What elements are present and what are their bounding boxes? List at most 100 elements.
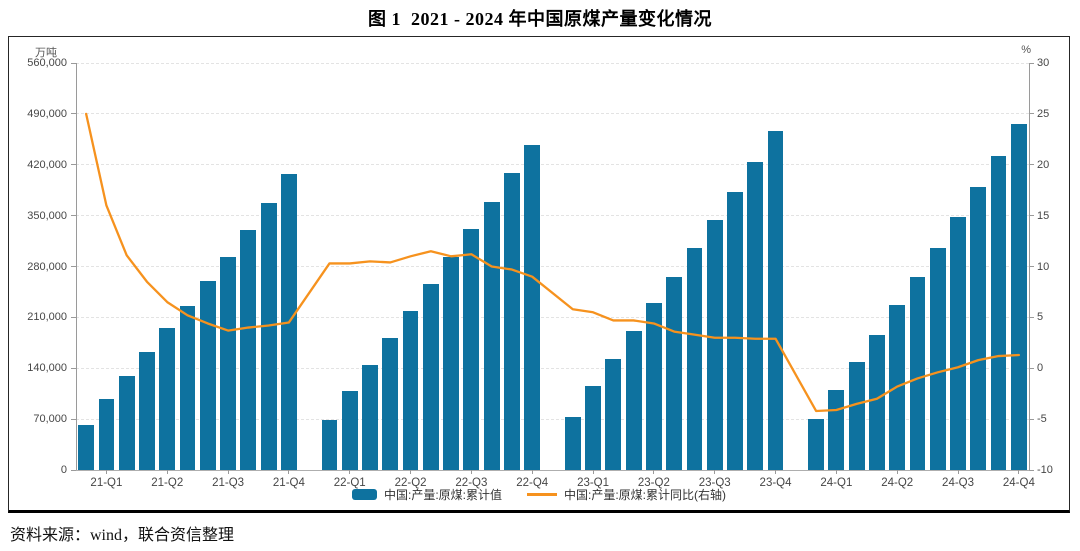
x-axis-tick-label: 23-Q4 [759,477,792,489]
left-axis-tick [71,164,76,166]
x-axis-tick-label: 22-Q4 [516,477,549,489]
right-axis-tick-label: 5 [1037,311,1044,324]
right-axis-tick [1029,215,1034,217]
left-axis-tick [71,62,76,64]
bar [443,256,460,470]
bar [483,202,500,470]
right-axis-tick-label: -5 [1037,413,1047,426]
bar [78,425,95,470]
bar [747,161,764,470]
x-axis-tick [166,470,168,474]
bar [118,376,135,470]
gridline [76,266,1029,267]
x-axis-tick-label: 24-Q3 [942,477,975,489]
left-axis-tick [71,215,76,217]
x-axis-tick [835,470,837,474]
bar [220,257,236,470]
x-axis-tick-label: 21-Q3 [212,477,245,489]
left-axis-tick-label: 70,000 [33,413,67,426]
left-axis-unit: 万吨 [35,47,57,59]
bar [1010,124,1027,470]
right-axis-tick [1029,164,1034,166]
bar [504,172,520,470]
x-axis-tick-label: 23-Q1 [577,477,610,489]
figure-title: 图 1 2021 - 2024 年中国原煤产量变化情况 [368,9,712,29]
x-axis-tick [531,470,533,474]
left-axis-tick-label: 280,000 [27,260,67,273]
x-axis-tick [349,470,351,474]
bar [808,418,824,470]
bar [990,156,1007,470]
bar [139,352,155,470]
bar [929,248,946,470]
bar [585,386,601,470]
x-axis-tick-label: 22-Q1 [333,477,366,489]
bar [199,281,216,470]
right-axis-line [1028,63,1030,470]
bar [625,331,642,470]
right-axis-tick-label: 15 [1037,209,1050,222]
x-axis-tick-label: 24-Q1 [820,477,853,489]
bar [159,328,176,470]
right-axis-unit: % [1021,44,1031,56]
x-axis-tick-label: 24-Q4 [1002,477,1035,489]
bar [321,420,338,470]
left-axis-tick [71,316,76,318]
bar [362,364,378,470]
right-axis-tick [1029,316,1034,318]
x-axis-tick [896,470,898,474]
bar [179,305,196,470]
left-axis-tick [71,418,76,420]
gridline [76,418,1029,420]
x-axis-tick [1018,470,1020,474]
right-axis-tick [1029,62,1034,64]
plot-area: 0 70,000 140,000 210,000 280,000 350,000 420,0… [27,57,1053,489]
x-axis-tick-label: 22-Q3 [455,477,488,489]
bar [666,276,683,470]
x-axis-tick-label: 21-Q4 [272,477,305,489]
left-axis-tick [71,266,76,267]
bar [463,228,480,470]
legend-line-swatch-icon [527,493,557,496]
bar [605,359,622,470]
gridline [76,367,1029,369]
x-axis-tick [105,470,107,474]
x-axis-tick [288,470,290,474]
x-axis-tick [653,470,655,474]
legend-line-label: 中国:产量:原煤:累计同比(右轴) [564,488,726,502]
gridline [76,215,1029,217]
right-axis-tick-label: 25 [1037,107,1050,120]
x-axis-tick [957,470,959,474]
gridline [76,316,1029,318]
right-axis-tick-label: 10 [1037,260,1050,273]
right-axis-tick [1029,266,1034,267]
bar [240,230,257,470]
left-axis-tick-label: 140,000 [27,362,67,375]
left-axis-tick [71,367,76,369]
x-axis-tick-label: 24-Q2 [881,477,914,489]
bar [98,399,115,470]
x-axis-tick [410,470,412,474]
bar [889,305,906,470]
gridline [76,164,1029,166]
x-axis-tick [592,470,594,474]
bar [281,174,297,470]
chart-container: 万吨 % 0 70,000 140,000 210,000 280,000 350,000… [8,36,1070,513]
x-axis-tick [714,470,716,474]
bar [706,220,723,470]
bar [341,391,358,470]
x-axis-tick [775,470,777,474]
bar [382,337,399,470]
gridline [76,62,1029,64]
left-axis-tick-label: 560,000 [27,57,67,69]
bar [686,248,703,470]
gridline [76,113,1029,115]
bar [909,276,926,470]
left-axis-tick-label: 0 [60,464,67,476]
x-axis-tick-label: 21-Q2 [151,477,184,489]
bar [848,362,865,470]
bar [727,191,743,470]
bar [767,131,784,470]
bar [524,145,541,470]
